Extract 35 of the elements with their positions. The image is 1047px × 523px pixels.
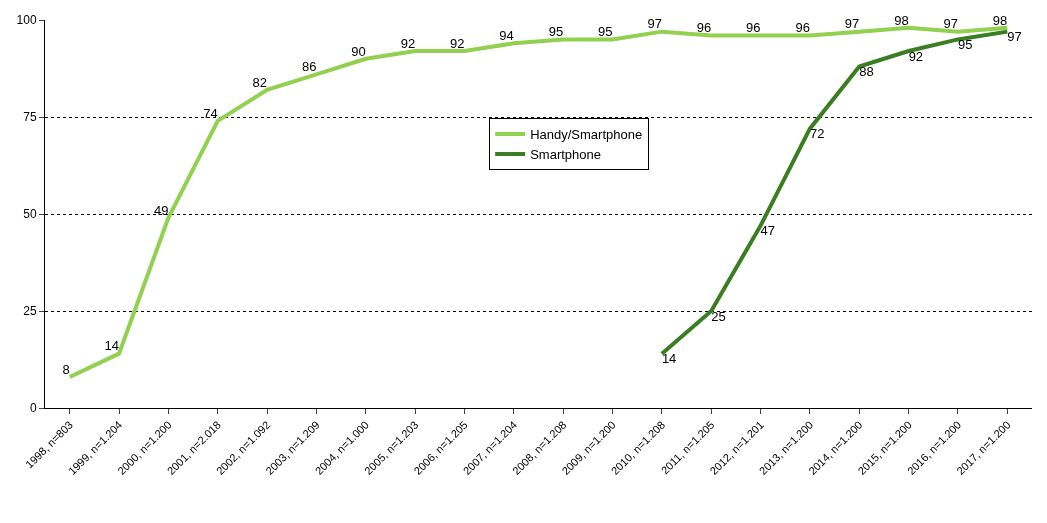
- y-tick-label: 100: [16, 13, 37, 28]
- data-label: 90: [351, 43, 366, 59]
- data-label: 86: [301, 59, 317, 75]
- data-label: 14: [104, 338, 120, 354]
- data-label: 97: [1007, 29, 1022, 45]
- data-label: 14: [661, 351, 677, 367]
- data-label: 47: [760, 223, 776, 239]
- data-label: 95: [598, 24, 613, 40]
- data-label: 97: [647, 16, 662, 32]
- data-label: 92: [400, 35, 416, 51]
- data-label: 92: [908, 48, 924, 64]
- data-label: 96: [696, 20, 712, 36]
- y-tick-label: 75: [23, 110, 37, 125]
- y-tick-label: 0: [29, 401, 37, 416]
- data-label: 95: [548, 24, 564, 40]
- y-tick-label: 50: [23, 207, 37, 222]
- data-label: 98: [992, 12, 1008, 28]
- data-label: 49: [153, 202, 169, 218]
- data-label: 97: [943, 16, 958, 32]
- data-label: 88: [859, 64, 874, 80]
- data-label: 8: [62, 361, 70, 377]
- data-label: 97: [844, 16, 860, 32]
- data-label: 72: [809, 126, 825, 142]
- data-label: 74: [203, 105, 218, 121]
- data-label: 25: [711, 308, 726, 324]
- data-label: 92: [450, 35, 465, 51]
- y-tick-label: 25: [23, 304, 37, 319]
- legend-label: Smartphone: [530, 147, 601, 163]
- data-label: 98: [894, 12, 909, 28]
- data-label: 94: [499, 28, 514, 44]
- data-label: 96: [746, 20, 761, 36]
- legend-label: Handy/Smartphone: [530, 127, 643, 143]
- data-label: 95: [957, 37, 973, 53]
- data-label: 96: [795, 20, 810, 36]
- data-label: 82: [252, 74, 268, 90]
